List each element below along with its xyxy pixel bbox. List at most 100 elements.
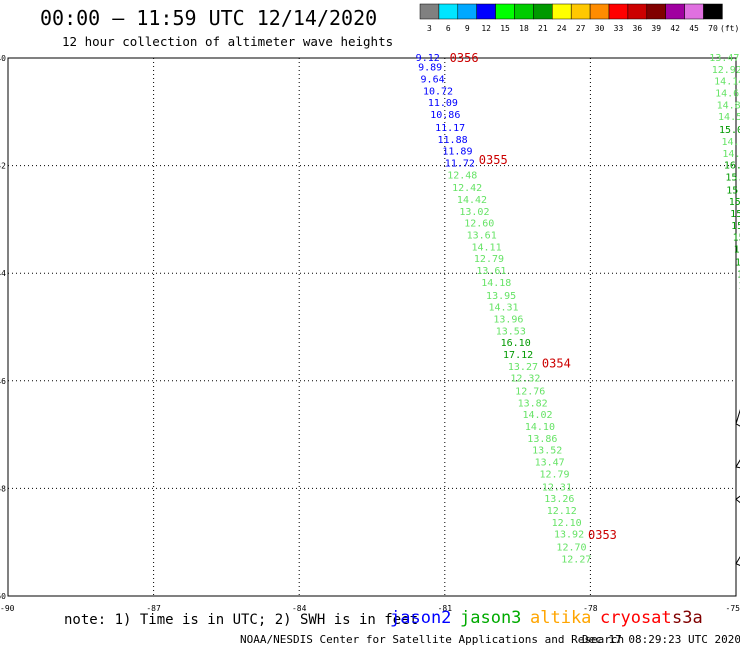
main-track-wave-height: 11.89: [442, 147, 472, 158]
right-track-wave-height: 14.50: [718, 112, 740, 123]
right-track-wave-height: 16.05: [724, 161, 740, 172]
main-track-wave-height: 12.31: [542, 482, 572, 493]
main-track-wave-height: 12.48: [447, 170, 477, 181]
right-track-wave-height: 14.49: [721, 137, 740, 148]
right-track-wave-height: 15.18: [726, 185, 740, 196]
lon-tick-label: -81: [438, 604, 453, 613]
legend-color-swatch: [703, 3, 723, 20]
satellite-jason3-label: jason3: [460, 608, 522, 628]
main-track-wave-height: 12.27: [561, 554, 591, 565]
legend-label: 24: [557, 24, 567, 33]
main-track-wave-height: 13.96: [493, 314, 523, 325]
main-track-wave-height: 12.42: [452, 183, 482, 194]
right-track-wave-height: 15.05: [719, 125, 740, 136]
legend-label: 36: [633, 24, 643, 33]
right-track-wave-height: 12.92: [712, 65, 740, 76]
lon-tick-label: -90: [0, 604, 15, 613]
legend-color-swatch: [552, 3, 572, 20]
legend-label: 15: [500, 24, 510, 33]
main-track-wave-height: 9.64: [421, 75, 445, 86]
main-track-wave-height: 14.31: [488, 303, 518, 314]
main-track-wave-height: 14.10: [525, 422, 555, 433]
right-track-wave-height: 13.47: [709, 53, 739, 64]
right-track-wave-height: 15.49: [733, 233, 740, 244]
right-track-wave-height: 14.63: [715, 89, 740, 100]
legend-label: 9: [465, 24, 470, 33]
main-track-wave-height: 13.02: [459, 207, 489, 218]
satellite-altika-label: altika: [530, 608, 592, 628]
main-track-wave-height: 13.52: [532, 446, 562, 457]
legend-label: 21: [538, 24, 548, 33]
main-track-wave-height: 10.86: [430, 110, 460, 121]
legend-label: 3: [427, 24, 432, 33]
main-track-wave-height: 13.26: [544, 494, 574, 505]
main-track-wave-height: 11.09: [428, 98, 458, 109]
main-track-wave-height: 16.10: [501, 338, 531, 349]
main-track-wave-height: 13.82: [518, 398, 548, 409]
lon-tick-label: -87: [146, 604, 161, 613]
coastline: [735, 408, 740, 567]
main-track-wave-height: 13.95: [486, 291, 516, 302]
lon-tick-label: -84: [292, 604, 307, 613]
legend-label: 42: [670, 24, 680, 33]
main-track-wave-height: 13.47: [535, 458, 565, 469]
map-frame: [7, 57, 737, 597]
lat-tick-label: -40: [0, 54, 6, 63]
main-track-wave-height: 13.86: [527, 434, 557, 445]
main-track-wave-height: 12.76: [515, 387, 545, 398]
main-track-wave-height: 12.79: [539, 469, 569, 480]
map-title: 00:00 – 11:59 UTC 12/14/2020: [40, 6, 378, 30]
main-track-wave-height: 9.89: [418, 63, 442, 74]
legend-label: 39: [651, 24, 661, 33]
right-track-wave-height: 14.14: [714, 77, 740, 88]
main-track-wave-height: 17.12: [503, 350, 533, 361]
main-track-time-label: 0353: [588, 528, 617, 542]
main-track-wave-height: 11.17: [435, 123, 465, 134]
main-track-wave-height: 13.53: [496, 326, 526, 337]
right-track-wave-height: 15.58: [735, 257, 740, 268]
main-track-wave-height: 9.12: [416, 53, 440, 64]
legend-color-swatch: [533, 3, 553, 20]
right-track-wave-height: 15.77: [734, 245, 740, 256]
legend-color-swatch: [476, 3, 496, 20]
legend-color-swatch: [684, 3, 704, 20]
main-track-wave-height: 12.32: [510, 374, 540, 385]
main-track-wave-height: 13.92: [554, 530, 584, 541]
right-track-wave-height: 15.27: [729, 197, 740, 208]
legend-color-swatch: [608, 3, 629, 20]
main-track-wave-height: 13.27: [508, 362, 538, 373]
lat-tick-label: -50: [0, 592, 6, 601]
satellite-jason2-label: jason2: [390, 608, 452, 628]
right-track-wave-height: 15.92: [730, 209, 740, 220]
legend-color-swatch: [457, 3, 477, 20]
right-track-wave-height: 15.77: [737, 269, 740, 280]
footer-note: note: 1) Time is in UTC; 2) SWH is in fe…: [64, 612, 419, 628]
main-track-wave-height: 13.61: [476, 266, 506, 277]
main-track-wave-height: 11.72: [445, 158, 475, 169]
main-track-wave-height: 14.11: [471, 242, 501, 253]
legend-label: 30: [595, 24, 605, 33]
main-track-wave-height: 13.61: [467, 231, 497, 242]
satellite-s3a-label: s3a: [672, 608, 703, 628]
main-track-wave-height: 12.60: [464, 219, 494, 230]
main-track-wave-height: 12.79: [474, 254, 504, 265]
main-track-time-label: 0356: [450, 51, 479, 65]
lat-tick-label: -48: [0, 484, 6, 493]
legend-label: 33: [614, 24, 624, 33]
footer-timestamp: Dec 17 08:29:23 UTC 2020: [582, 633, 740, 646]
main-track-wave-height: 14.18: [481, 278, 511, 289]
right-track-wave-height: 14.88: [717, 100, 740, 111]
map-subtitle: 12 hour collection of altimeter wave hei…: [62, 34, 394, 49]
main-track-wave-height: 11.88: [438, 135, 468, 146]
footer-credit: NOAA/NESDIS Center for Satellite Applica…: [240, 633, 625, 646]
legend-label: 6: [446, 24, 451, 33]
legend-label: 27: [576, 24, 586, 33]
legend-color-swatch: [646, 3, 666, 20]
main-track-wave-height: 14.42: [457, 195, 487, 206]
main-track-time-label: 0354: [542, 357, 571, 371]
lat-tick-label: -42: [0, 162, 6, 171]
legend-color-swatch: [514, 3, 534, 20]
legend-color-swatch: [438, 3, 459, 20]
main-track-wave-height: 12.70: [556, 543, 586, 554]
